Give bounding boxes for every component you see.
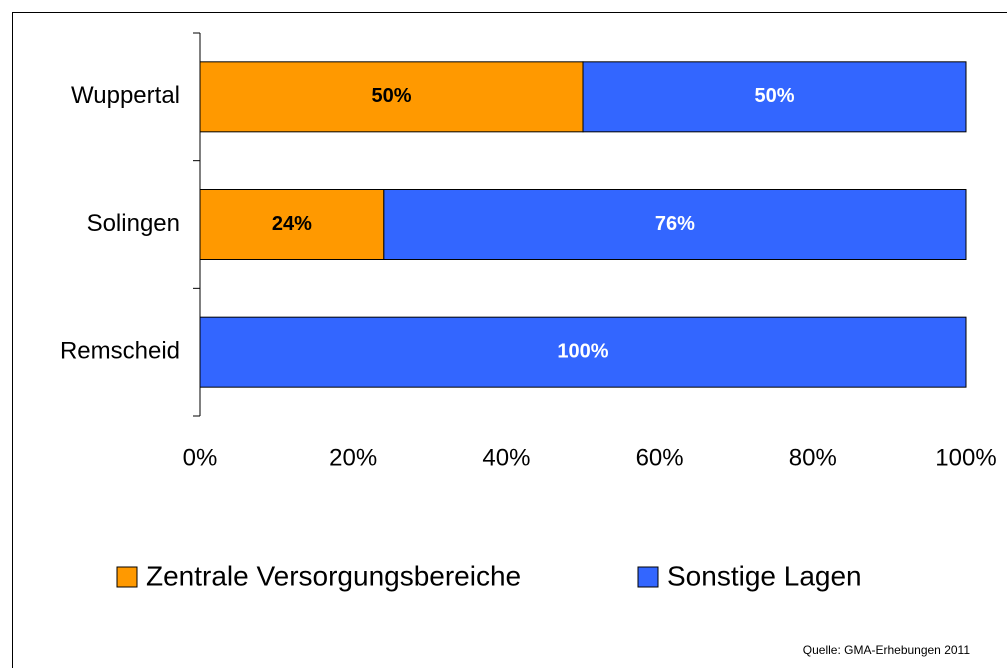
x-tick-label: 60% (636, 444, 684, 471)
bar-segment (199, 316, 967, 388)
value-label: 24% (272, 213, 312, 235)
y-tick-label: Solingen (87, 210, 180, 237)
x-tick-label: 0% (183, 444, 218, 471)
source-note: Quelle: GMA-Erhebungen 2011 (803, 643, 971, 657)
value-label: 76% (655, 213, 695, 235)
legend-swatch (116, 566, 138, 588)
x-tick-label: 40% (482, 444, 530, 471)
y-tick-label: Remscheid (60, 338, 180, 365)
frame (12, 12, 1007, 668)
legend-swatch (637, 566, 659, 588)
bar-segment (582, 61, 967, 133)
legend-label: Sonstige Lagen (667, 560, 862, 591)
bar-segment (383, 189, 967, 260)
bar-segment (199, 189, 385, 260)
y-tick-label: Wuppertal (71, 82, 180, 109)
value-label: 50% (371, 85, 411, 107)
legend-label: Zentrale Versorgungsbereiche (146, 560, 521, 591)
value-label: 50% (754, 85, 794, 107)
value-label: 100% (557, 340, 608, 362)
bar-segment (199, 61, 584, 133)
x-tick-label: 20% (329, 444, 377, 471)
x-tick-label: 80% (789, 444, 837, 471)
x-tick-label: 100% (935, 444, 996, 471)
